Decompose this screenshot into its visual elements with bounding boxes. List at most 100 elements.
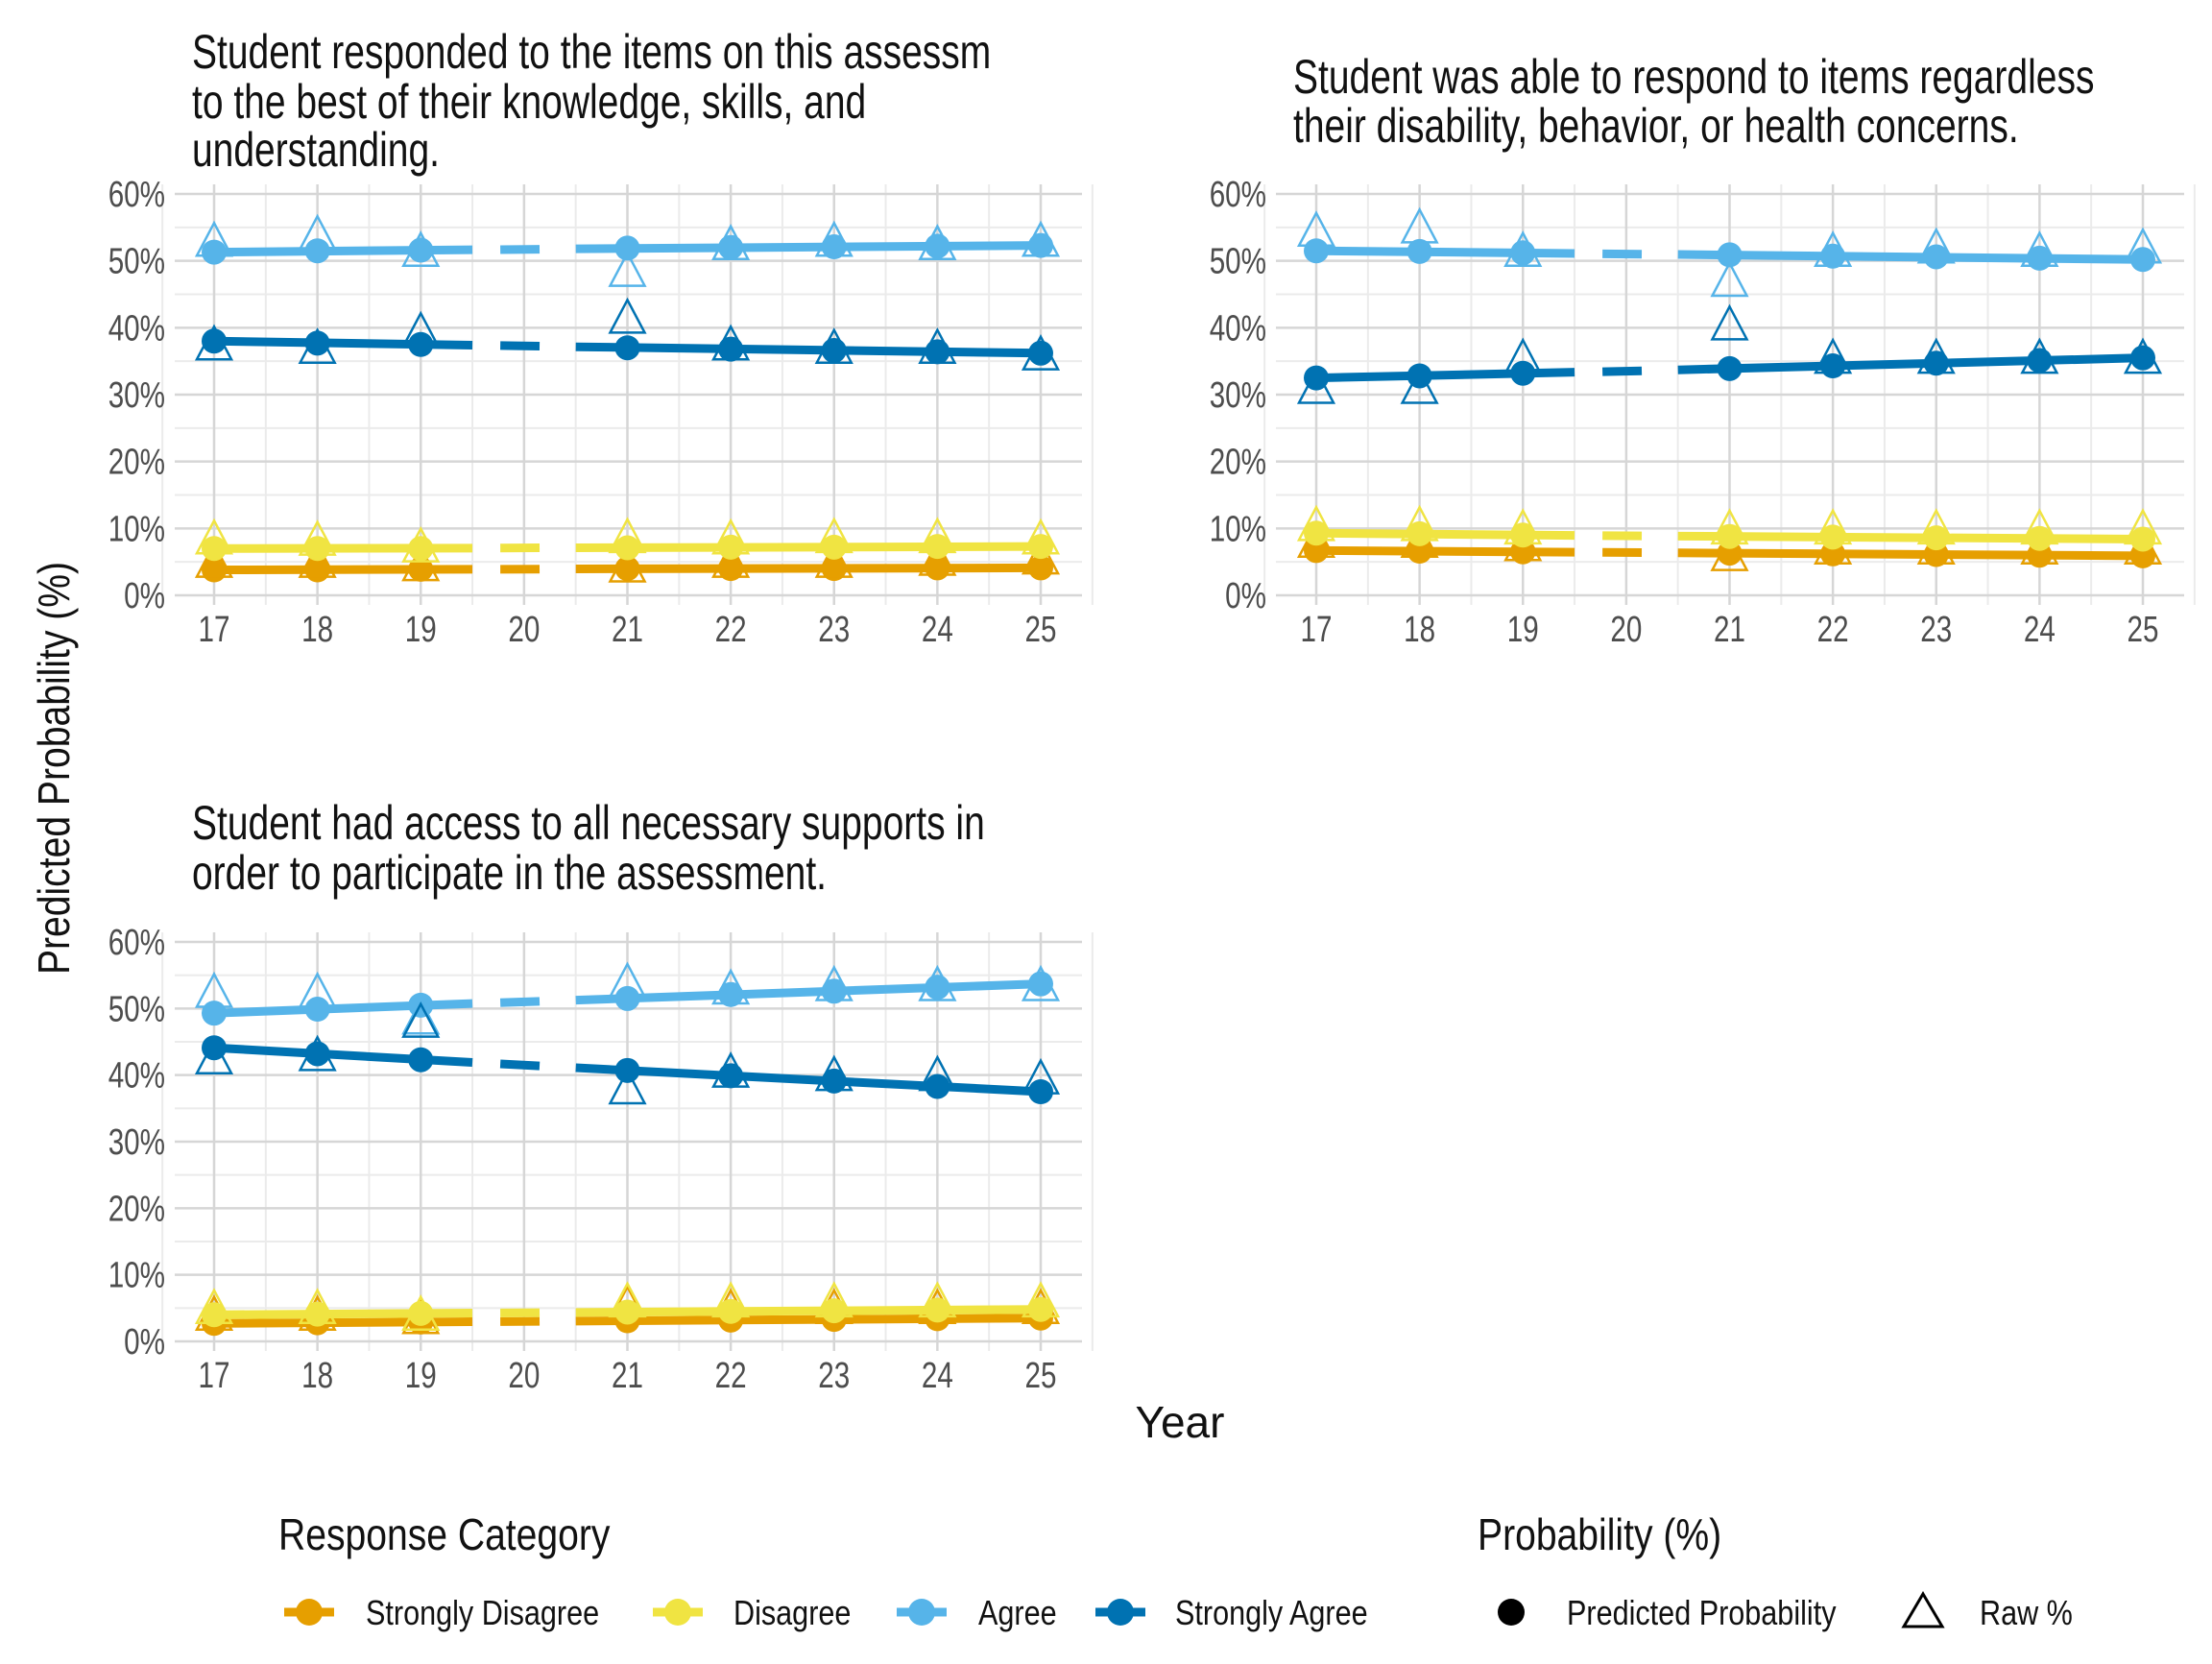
predicted-point [305, 997, 330, 1022]
predicted-line-dash [500, 1001, 540, 1002]
panel-title-line: Student had access to all necessary supp… [192, 795, 985, 850]
x-tick-label: 21 [1714, 610, 1745, 650]
predicted-line-solid [576, 1310, 1041, 1313]
y-tick-label: 10% [108, 1255, 165, 1295]
legend-predicted-label: Predicted Probability [1567, 1595, 1837, 1633]
x-axis-title: Year [1136, 1397, 1225, 1447]
x-tick-label: 25 [1025, 610, 1057, 650]
predicted-line-dash [1602, 371, 1642, 372]
y-tick-label: 30% [108, 1122, 165, 1163]
panel-1: Student responded to the items on this a… [108, 24, 1093, 650]
panel-title-line: understanding. [192, 122, 440, 177]
predicted-line-solid [576, 246, 1041, 249]
predicted-point [615, 335, 640, 360]
x-tick-label: 21 [612, 1356, 643, 1396]
y-tick-label: 0% [124, 576, 165, 616]
x-tick-label: 19 [1507, 610, 1539, 650]
x-tick-label: 23 [818, 610, 850, 650]
x-tick-label: 20 [508, 1356, 540, 1396]
predicted-point [408, 536, 433, 561]
x-tick-label: 22 [715, 1356, 747, 1396]
panel-title: Student was able to respond to items reg… [1293, 49, 2094, 153]
panel-title: Student had access to all necessary supp… [192, 795, 985, 900]
predicted-point [408, 332, 433, 357]
predicted-point [1028, 233, 1053, 258]
predicted-point [2027, 526, 2052, 551]
panel-title: Student responded to the items on this a… [192, 24, 991, 177]
legend-item-label: Disagree [733, 1595, 851, 1633]
predicted-point [1718, 356, 1743, 381]
predicted-point [615, 536, 640, 561]
predicted-point [718, 1063, 743, 1088]
x-tick-label: 24 [922, 1356, 953, 1396]
x-tick-label: 23 [1920, 610, 1952, 650]
legend-key-dot [296, 1599, 323, 1626]
predicted-line-solid [214, 1314, 472, 1315]
legend-probability-title: Probability (%) [1478, 1510, 1721, 1560]
predicted-point [202, 536, 227, 561]
y-tick-label: 10% [1210, 509, 1266, 549]
predicted-line-dash [500, 346, 540, 347]
x-tick-label: 21 [612, 610, 643, 650]
x-tick-label: 19 [405, 610, 437, 650]
legend-key-dot [664, 1599, 691, 1626]
predicted-point [202, 1001, 227, 1025]
x-tick-label: 18 [301, 610, 333, 650]
y-tick-label: 60% [108, 175, 165, 215]
legend-predicted-dot [1498, 1599, 1525, 1626]
legend-item-agree: Agree [897, 1595, 1057, 1633]
x-tick-label: 24 [2024, 610, 2056, 650]
panel-title-line: Student responded to the items on this a… [192, 24, 991, 79]
predicted-point [615, 1299, 640, 1324]
predicted-line-solid [214, 250, 472, 252]
predicted-point [925, 339, 950, 364]
legend-item-strongly-agree: Strongly Agree [1095, 1595, 1368, 1633]
x-tick-label: 22 [1817, 610, 1849, 650]
predicted-line-solid [214, 1003, 472, 1013]
predicted-line-solid [1316, 251, 1575, 253]
y-tick-label: 0% [124, 1322, 165, 1363]
panel-title-line: Student was able to respond to items reg… [1293, 49, 2094, 104]
legend-item-label: Agree [978, 1595, 1057, 1633]
predicted-point [615, 235, 640, 260]
predicted-point [925, 233, 950, 258]
y-axis-title: Predicted Probability (%) [30, 562, 80, 975]
y-tick-label: 20% [1210, 442, 1266, 482]
legend-raw-triangle [1904, 1594, 1942, 1627]
predicted-point [408, 1048, 433, 1073]
panel-title-line: their disability, behavior, or health co… [1293, 98, 2019, 153]
y-tick-label: 50% [108, 989, 165, 1029]
predicted-line-solid [1678, 254, 2143, 259]
y-tick-label: 50% [108, 241, 165, 281]
y-tick-label: 60% [108, 923, 165, 963]
y-tick-label: 30% [1210, 375, 1266, 416]
x-tick-label: 20 [1610, 610, 1642, 650]
predicted-line-solid [214, 1048, 472, 1062]
y-tick-label: 40% [1210, 308, 1266, 349]
x-tick-label: 22 [715, 610, 747, 650]
legend-item-label: Strongly Agree [1175, 1595, 1368, 1633]
y-tick-label: 50% [1210, 241, 1266, 281]
predicted-line-solid [576, 1068, 1041, 1092]
predicted-line-dash [500, 1064, 540, 1066]
predicted-point [2130, 247, 2155, 272]
predicted-line-solid [576, 567, 1041, 568]
panel-title-line: to the best of their knowledge, skills, … [192, 74, 866, 129]
predicted-line-solid [214, 341, 472, 345]
legend-item-strongly-disagree: Strongly Disagree [284, 1595, 599, 1633]
predicted-point [822, 535, 847, 560]
x-tick-label: 19 [405, 1356, 437, 1396]
x-tick-label: 25 [1025, 1356, 1057, 1396]
predicted-line-solid [576, 546, 1041, 547]
predicted-point [925, 975, 950, 1000]
panel-title-line: order to participate in the assessment. [192, 845, 827, 900]
predicted-point [822, 338, 847, 363]
predicted-point [1304, 238, 1329, 263]
x-tick-label: 20 [508, 610, 540, 650]
predicted-point [305, 238, 330, 263]
y-tick-label: 0% [1225, 576, 1266, 616]
y-tick-label: 60% [1210, 175, 1266, 215]
predicted-point [2130, 526, 2155, 551]
predicted-point [202, 240, 227, 265]
